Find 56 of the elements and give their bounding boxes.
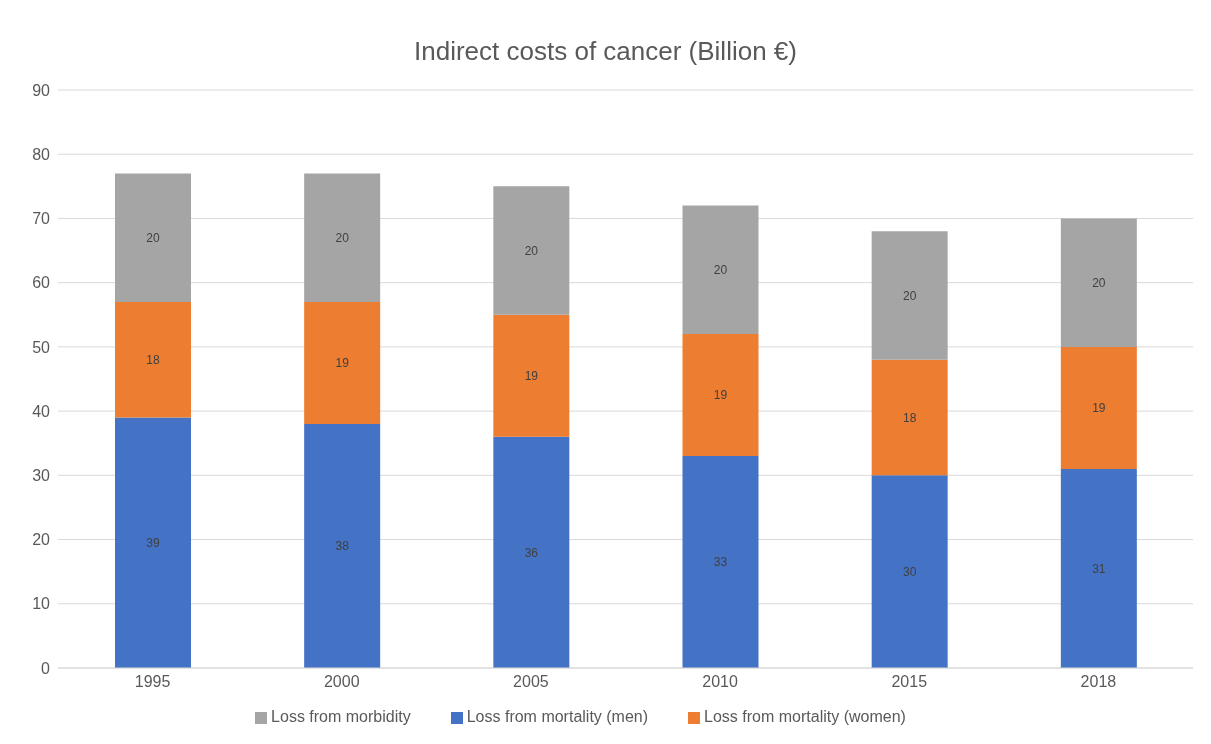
data-label: 19 — [335, 356, 350, 371]
bar — [871, 359, 948, 476]
bar — [115, 173, 191, 302]
x-tick-label: 2018 — [1080, 673, 1117, 691]
data-label: 30 — [902, 564, 917, 579]
data-label: 20 — [713, 263, 728, 278]
y-tick-label: 10 — [32, 595, 51, 613]
data-label: 31 — [1092, 561, 1106, 576]
bar — [493, 186, 570, 315]
data-label: 19 — [1092, 401, 1106, 416]
data-label: 39 — [146, 536, 160, 551]
data-label: 20 — [146, 230, 160, 245]
legend-label: Loss from mortality (women) — [704, 708, 906, 725]
x-tick-label: 2005 — [513, 673, 549, 691]
data-label: 38 — [335, 539, 350, 554]
bar — [493, 314, 570, 437]
y-tick-label: 20 — [32, 531, 51, 549]
chart-title: Indirect costs of cancer (Billion €) — [413, 35, 798, 68]
bar — [304, 423, 381, 668]
data-label: 36 — [524, 545, 539, 560]
data-label: 19 — [524, 369, 539, 384]
legend-label: Loss from mortality (men) — [466, 708, 649, 725]
y-tick-label: 80 — [32, 145, 51, 163]
y-tick-label: 0 — [41, 659, 51, 677]
data-label: 33 — [713, 555, 728, 570]
data-label: 20 — [524, 243, 539, 258]
y-tick-label: 40 — [32, 402, 51, 420]
data-label: 20 — [902, 288, 917, 303]
data-label: 20 — [1092, 275, 1106, 290]
y-tick-label: 90 — [32, 81, 51, 99]
y-tick-label: 50 — [32, 338, 51, 356]
data-label: 18 — [146, 352, 160, 367]
x-tick-label: 2010 — [702, 673, 738, 691]
legend-label: Loss from morbidity — [271, 708, 411, 725]
bar — [682, 456, 759, 668]
bar — [1060, 468, 1137, 668]
data-label: 19 — [713, 388, 728, 403]
data-label: 20 — [335, 230, 350, 245]
data-label: 18 — [902, 410, 917, 425]
x-tick-label: 2000 — [323, 673, 360, 691]
bar — [871, 231, 948, 360]
x-tick-label: 2015 — [891, 673, 928, 691]
y-tick-label: 70 — [32, 210, 51, 228]
x-tick-label: 1995 — [134, 673, 171, 691]
y-tick-label: 60 — [32, 274, 51, 292]
bar — [304, 301, 381, 424]
bar — [871, 475, 948, 668]
bar — [304, 173, 381, 302]
bar — [115, 301, 191, 418]
y-tick-label: 30 — [32, 467, 51, 485]
bar — [493, 436, 570, 668]
bar — [1060, 218, 1137, 347]
bar — [1060, 346, 1137, 469]
bar — [115, 417, 191, 668]
bar — [682, 205, 759, 335]
bar — [682, 334, 759, 457]
